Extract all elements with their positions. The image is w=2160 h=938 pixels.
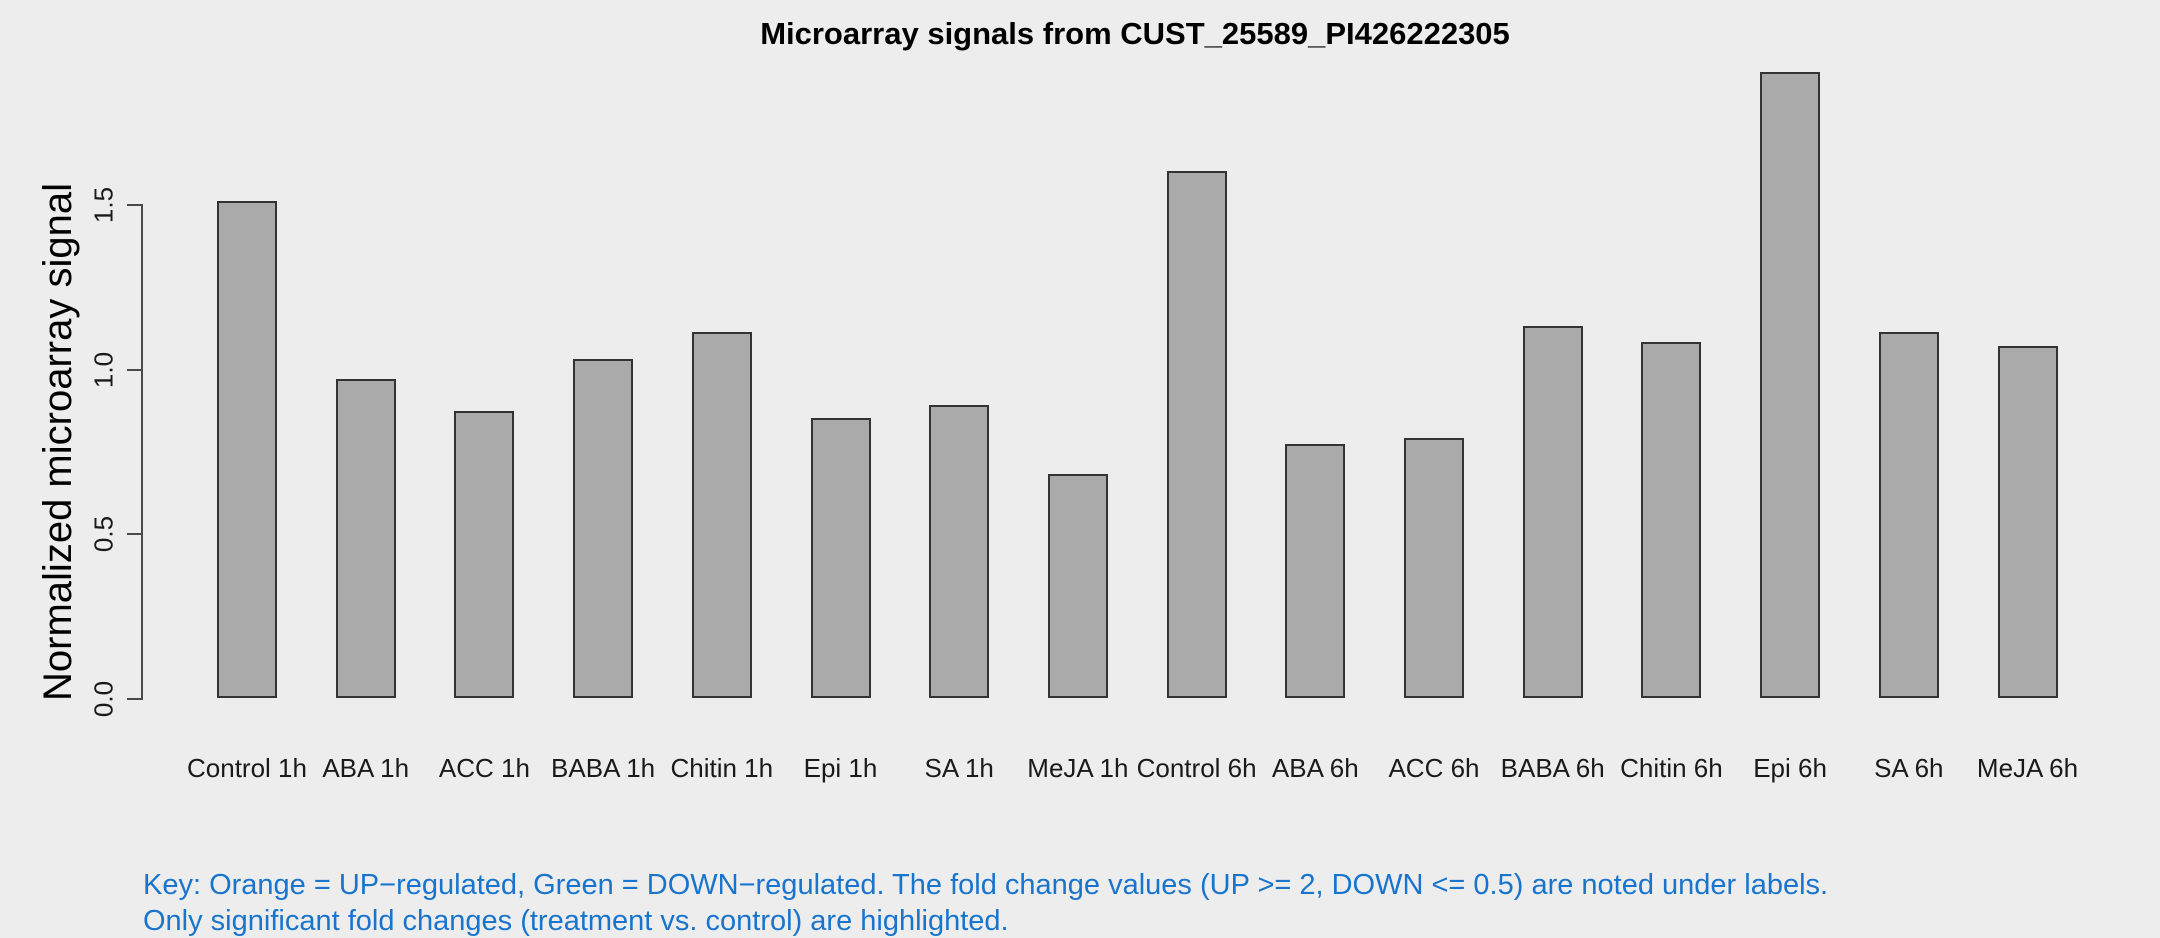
bar-acc-6h — [1404, 437, 1464, 698]
y-axis-tick — [127, 204, 141, 206]
x-axis-label: BABA 6h — [1500, 753, 1605, 783]
x-axis-label: Epi 1h — [803, 753, 878, 783]
bar-acc-1h — [454, 411, 515, 698]
x-axis-label: SA 6h — [1874, 753, 1944, 783]
bar-control-1h — [217, 200, 277, 698]
x-axis-label: Chitin 1h — [670, 753, 774, 783]
x-axis-label: Epi 6h — [1753, 753, 1827, 783]
bar-sa-6h — [1878, 332, 1939, 698]
y-axis-tick-label: 0.5 — [88, 516, 119, 553]
x-axis-label: ACC 6h — [1388, 753, 1480, 783]
x-axis-label: Chitin 6h — [1620, 753, 1723, 783]
x-axis-label: BABA 1h — [551, 753, 656, 783]
y-axis-tick-label: 1.0 — [88, 351, 119, 388]
y-axis-tick — [127, 368, 141, 371]
x-axis-label: ABA 6h — [1271, 753, 1359, 783]
bar-sa-1h — [929, 404, 990, 698]
x-axis-label: MeJA 6h — [1976, 753, 2079, 783]
key-text-line2: Only significant fold changes (treatment… — [143, 905, 1009, 937]
x-axis-label: Control 6h — [1136, 753, 1257, 783]
bar-baba-6h — [1522, 325, 1583, 698]
y-axis-tick-label: 1.5 — [88, 186, 119, 224]
chart-title: Microarray signals from CUST_25589_PI426… — [760, 16, 1510, 51]
bar-aba-1h — [335, 378, 396, 698]
y-axis-title: Normalized microarray signal — [36, 183, 80, 701]
x-axis-label: MeJA 1h — [1027, 753, 1129, 783]
x-axis-label: Control 1h — [187, 753, 307, 783]
bar-chitin-6h — [1641, 342, 1702, 698]
y-axis-line — [141, 204, 143, 700]
x-axis-label: SA 1h — [924, 753, 994, 783]
y-axis-tick-label: 0.0 — [88, 680, 119, 718]
bar-control-6h — [1166, 171, 1227, 698]
key-text-line1: Key: Orange = UP−regulated, Green = DOWN… — [143, 869, 1829, 901]
x-axis-label: ACC 1h — [438, 753, 530, 783]
y-axis-tick — [127, 533, 141, 536]
y-axis-tick — [127, 698, 141, 700]
bar-chitin-1h — [691, 332, 752, 698]
x-axis-label: ABA 1h — [322, 753, 410, 783]
bar-epi-1h — [810, 418, 871, 698]
bar-meja-1h — [1047, 474, 1108, 698]
bar-meja-6h — [1997, 345, 2058, 698]
bar-aba-6h — [1285, 444, 1346, 698]
bar-epi-6h — [1760, 72, 1821, 698]
bar-baba-1h — [573, 358, 634, 698]
